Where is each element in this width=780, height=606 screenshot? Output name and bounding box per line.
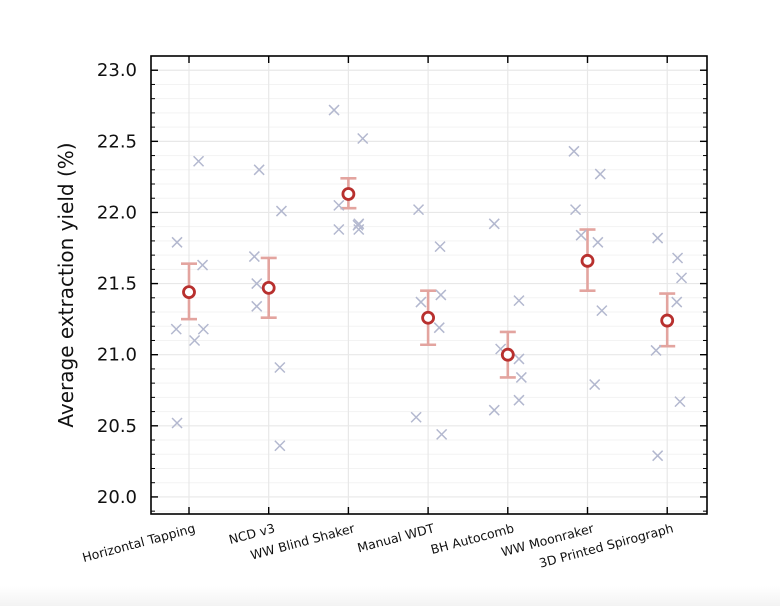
data-point-x-marker [592,236,604,248]
mean-marker [261,280,276,295]
data-point-x-marker [513,295,525,307]
x-tick-label: Horizontal Tapping [81,520,197,565]
data-point-x-marker [353,223,365,236]
mean-marker [182,285,196,300]
data-point-x-marker [513,353,525,365]
grid [151,55,707,514]
data-point-x-marker [189,334,201,347]
data-point-x-marker [357,132,369,145]
mean-marker [660,313,675,328]
data-point-x-marker [672,252,684,264]
y-tick-label: 20.5 [97,416,137,437]
axis-ticks [151,55,707,514]
data-point-x-marker [413,204,425,216]
data-point-x-marker [352,219,364,231]
data-point-x-marker [674,396,686,408]
data-point-x-marker [253,164,265,176]
data-point-x-marker [435,289,447,301]
y-tick-label: 22.5 [97,131,137,152]
y-tick-label: 21.5 [97,274,137,295]
data-point-x-marker [671,296,683,308]
data-point-x-marker [251,300,263,312]
data-point-x-marker [568,145,580,157]
data-point-x-marker [488,218,500,230]
yield-chart: 20.0 20.5 21.0 21.5 22.0 22.5 23.0 Horizontal … [54,55,708,571]
mean-marker [421,310,436,325]
individual-points [170,104,688,462]
data-point-x-marker [274,440,286,452]
data-point-x-marker [433,322,445,334]
data-point-x-marker [652,232,664,244]
mean-markers [182,187,675,362]
x-tick-label: 3D Printed Spirograph [537,520,675,570]
data-point-x-marker [410,411,422,423]
data-point-x-marker [436,428,448,440]
y-tick-label: 21.0 [97,345,137,366]
data-point-x-marker [333,199,345,211]
data-point-x-marker [248,251,260,263]
plot-frame [150,55,708,515]
y-tick-label: 22.0 [97,202,137,223]
data-point-x-marker [596,305,608,317]
data-point-x-marker [251,278,263,290]
y-tick-labels: 20.0 20.5 21.0 21.5 22.0 22.5 23.0 [97,60,137,508]
data-point-x-marker [197,323,209,335]
data-point-x-marker [594,168,606,180]
x-tick-label: Manual WDT [356,520,437,555]
data-point-x-marker [193,155,205,167]
data-point-x-marker [513,394,525,406]
data-point-x-marker [333,223,345,236]
y-axis-label: Average extraction yield (%) [54,142,78,427]
y-tick-label: 20.0 [97,487,137,508]
data-point-x-marker [570,204,582,216]
data-point-x-marker [488,404,500,416]
mean-marker [341,187,356,201]
data-point-x-marker [415,296,427,308]
y-tick-label: 23.0 [97,60,137,81]
data-point-x-marker [515,371,527,383]
data-point-x-marker [575,229,587,241]
data-point-x-marker [171,236,183,248]
mean-marker [580,253,595,268]
mean-marker [500,347,515,362]
data-point-x-marker [328,104,340,116]
data-point-x-marker [652,450,664,462]
data-point-x-marker [275,205,287,217]
window-bottom-edge [0,586,780,606]
data-point-x-marker [274,361,286,374]
data-point-x-marker [434,241,446,253]
data-point-x-marker [197,259,209,271]
data-point-x-marker [170,323,182,335]
data-point-x-marker [171,417,183,429]
data-point-x-marker [676,272,688,284]
data-point-x-marker [650,344,662,356]
data-point-x-marker [589,379,601,391]
